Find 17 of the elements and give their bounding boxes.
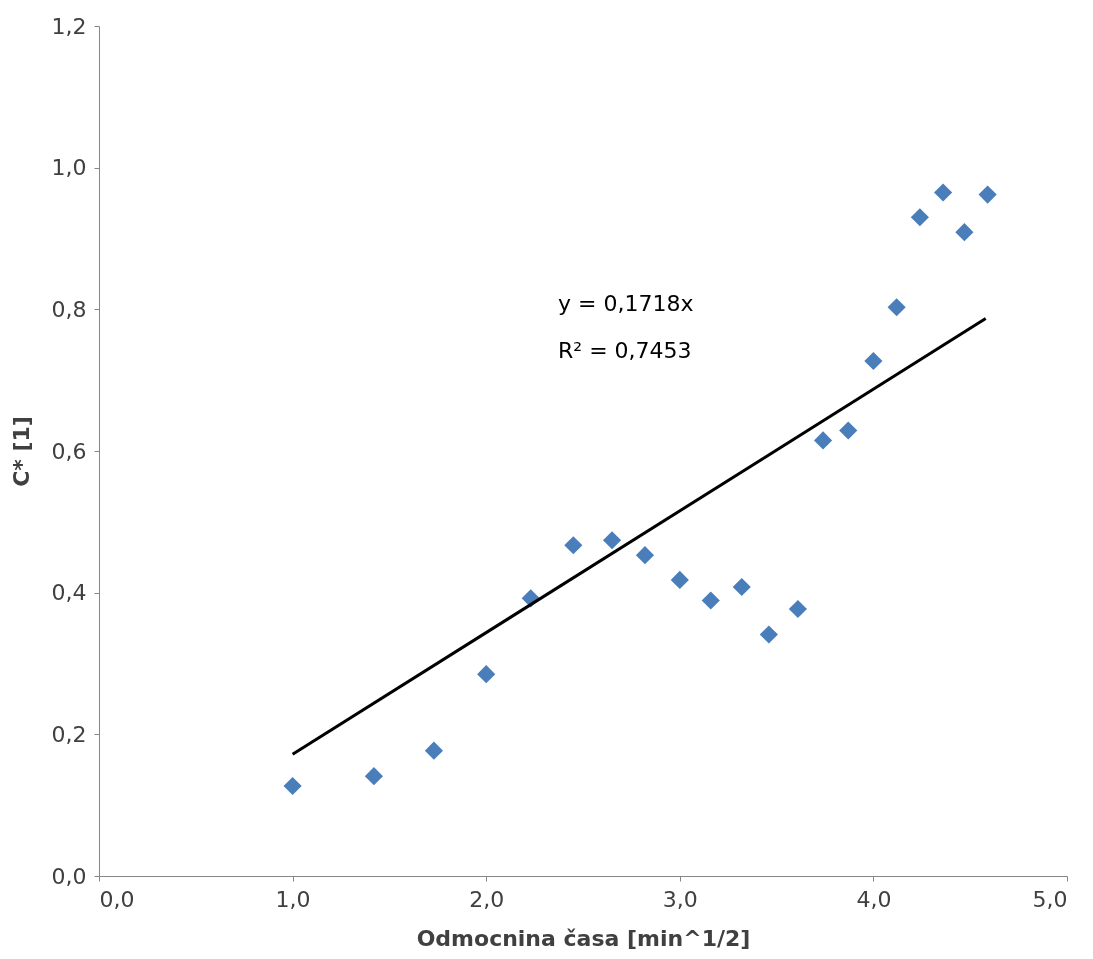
y-tick-label: 0,6	[51, 438, 87, 464]
annotation: R² = 0,7453	[558, 338, 692, 364]
x-tick-label: 1,0	[275, 886, 311, 912]
x-tick-label: 0,0	[99, 886, 135, 912]
y-tick-label: 1,2	[51, 13, 87, 39]
y-axis-title: C* [1]	[8, 416, 34, 487]
x-tick-label: 3,0	[662, 886, 698, 912]
y-tick-label: 0,2	[51, 721, 87, 747]
y-tick-label: 0,0	[51, 863, 87, 889]
y-tick-label: 1,0	[51, 155, 87, 181]
x-tick-label: 4,0	[856, 886, 892, 912]
x-tick-label: 2,0	[469, 886, 505, 912]
y-tick-label: 0,4	[51, 580, 87, 606]
y-tick-label: 0,8	[51, 296, 87, 322]
annotation: y = 0,1718x	[558, 291, 694, 317]
x-axis-title: Odmocnina časa [min^1/2]	[416, 925, 751, 951]
x-tick-label: 5,0	[1032, 886, 1068, 912]
